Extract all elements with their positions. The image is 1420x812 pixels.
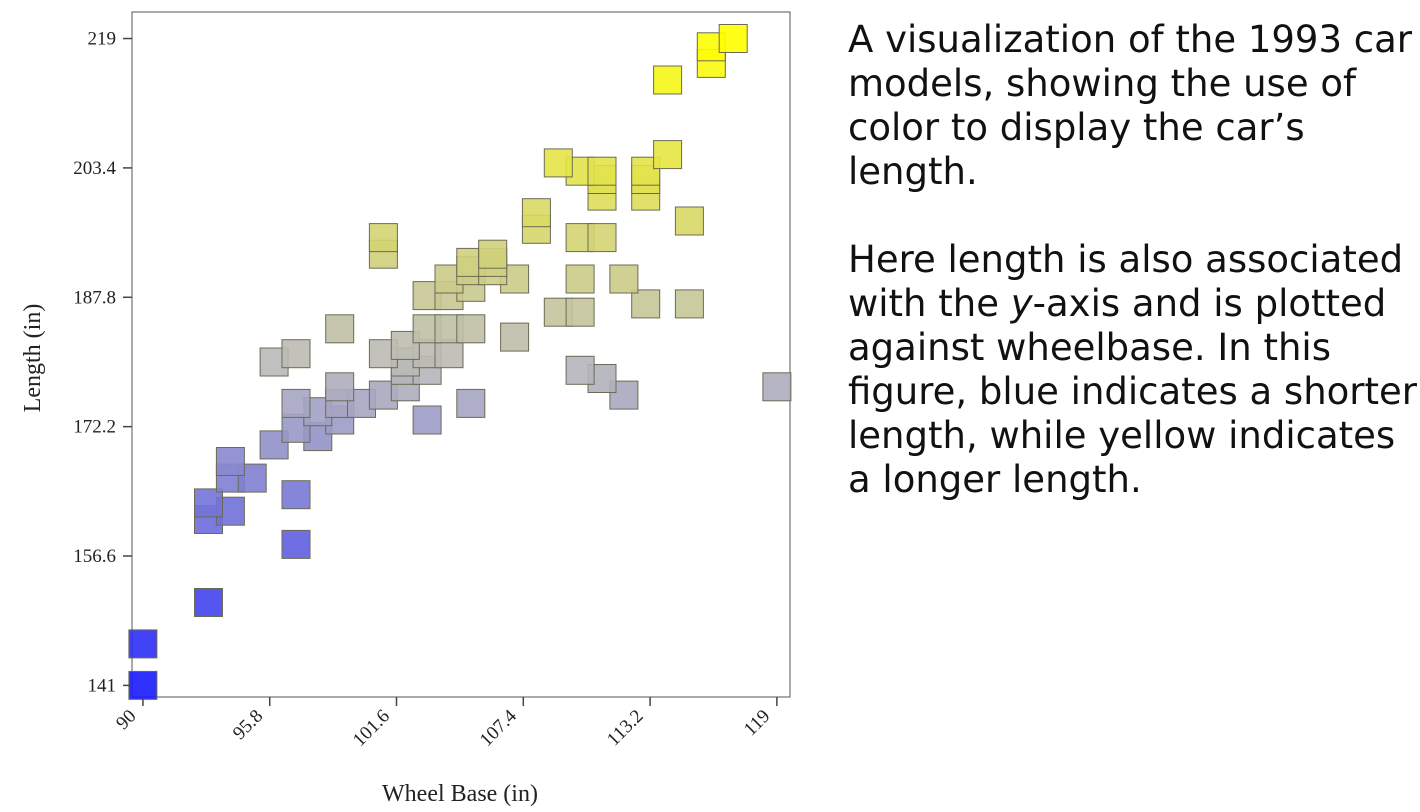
data-point [762,372,792,402]
x-tick-label: 101.6 [349,706,394,751]
data-point [194,588,223,617]
data-point [521,198,551,228]
data-point [718,24,748,53]
data-point [500,322,530,352]
data-point [653,140,683,170]
data-point [609,380,639,410]
data-point [412,405,442,435]
data-point [128,670,158,700]
description-paragraph-1: A visualization of the 1993 car models, … [848,18,1412,193]
data-point [587,223,617,253]
data-point [281,480,311,510]
data-point [456,314,486,344]
y-tick-label: 156.6 [73,546,116,567]
y-tick-label: 219 [88,29,117,50]
x-tick-label: 95.8 [229,706,267,744]
y-tick-label: 172.2 [73,417,116,438]
data-point [456,388,486,418]
data-point [609,264,639,294]
description-text: A visualization of the 1993 car models, … [848,18,1418,502]
data-point [674,289,704,319]
data-point [674,206,704,236]
data-point [565,297,595,327]
x-tick-label: 113.2 [603,706,648,751]
data-point [281,529,311,559]
description-paragraph-2-start: Here length is also associated with the [848,238,1404,325]
data-point [325,372,355,402]
data-point [281,339,311,369]
y-axis-title: Length (in) [20,304,46,413]
y-tick-label: 203.4 [73,158,116,179]
data-point [478,239,508,269]
data-point [215,447,245,476]
data-point [128,629,158,659]
x-tick-label: 107.4 [476,705,521,750]
chart: 90 95.8 101.6 107.4 113.2 119 141 156.6 172.2 187… [20,11,792,807]
data-point [434,339,464,369]
x-tick-label: 119 [740,706,775,741]
x-tick-label: 90 [112,706,140,734]
y-tick-label: 141 [88,675,117,696]
data-points [128,24,792,700]
description-y-italic: y [1010,282,1033,325]
data-point [281,388,311,418]
data-point [565,355,595,385]
description-paragraph-2: Here length is also associated with the … [848,238,1418,502]
data-point [368,223,398,253]
data-point [543,148,573,178]
data-point [565,264,595,294]
data-point [631,289,661,319]
data-point [194,488,223,518]
x-axis-title: Wheel Base (in) [382,781,538,807]
data-point [587,156,617,186]
description-paragraph-2-end: -axis and is plotted against wheelbase. … [848,282,1417,501]
data-point [325,314,355,344]
y-tick-label: 187.8 [73,287,116,308]
data-point [653,65,683,95]
